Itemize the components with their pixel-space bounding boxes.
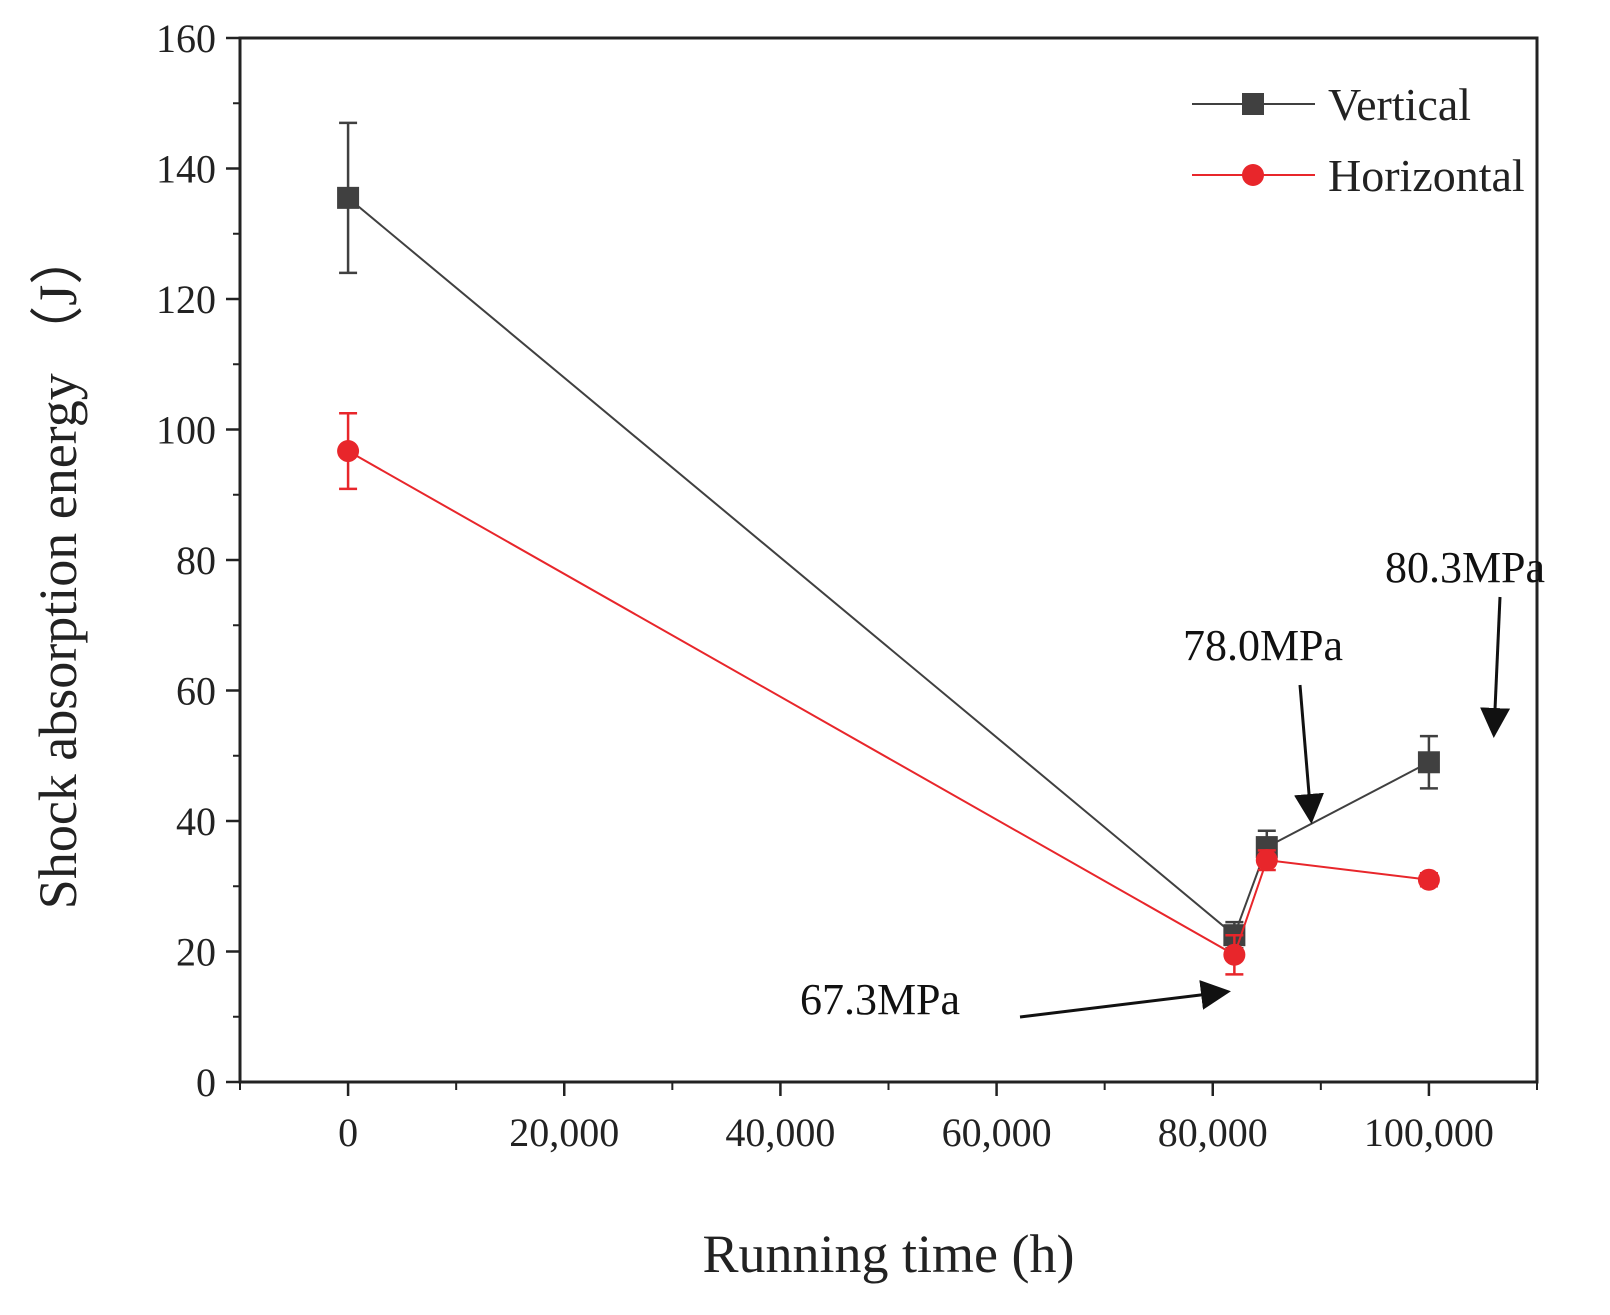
y-tick-label: 60 [176,669,216,714]
legend-marker-horizontal [1242,164,1264,186]
data-point-horizontal [1255,849,1278,872]
data-point-horizontal [1223,943,1246,966]
legend-label-horizontal: Horizontal [1328,150,1525,201]
data-point-horizontal [1417,868,1440,891]
data-point-vertical [337,186,360,209]
y-tick-label: 80 [176,538,216,583]
legend-label-vertical: Vertical [1328,79,1471,130]
y-tick-label: 140 [156,147,216,192]
y-tick-label: 20 [176,930,216,975]
annotation-label-80-3mpa: 80.3MPa [1385,543,1545,592]
legend-marker-vertical [1242,93,1264,115]
x-tick-label: 100,000 [1364,1110,1494,1155]
y-tick-label: 100 [156,408,216,453]
annotation-arrow [1019,980,1231,1019]
annotation-label-67-3mpa: 67.3MPa [800,975,960,1024]
legend: Vertical Horizontal [1192,79,1525,201]
annotation-arrow [1294,684,1324,824]
annotations [1019,596,1511,1019]
series-line-horizontal [347,450,1430,957]
y-tick-label: 120 [156,277,216,322]
data-point-horizontal [337,440,360,463]
data-point-vertical [1417,751,1440,774]
x-tick-label: 80,000 [1158,1110,1268,1155]
x-tick-label: 40,000 [725,1110,835,1155]
series-layer [337,121,1440,976]
series-line-vertical [347,197,1430,937]
y-axis-title: Shock absorption energy （J） [28,231,88,909]
y-axis: 0 20 40 60 80 100 120 140 160 [156,16,240,1105]
x-tick-label: 0 [338,1110,358,1155]
x-tick-label: 60,000 [942,1110,1052,1155]
y-tick-label: 0 [196,1060,216,1105]
x-axis: 0 20,000 40,000 60,000 80,000 100,000 [239,1082,1538,1155]
annotation-arrow [1480,596,1511,738]
y-tick-label: 40 [176,799,216,844]
x-axis-title: Running time (h) [703,1224,1075,1284]
annotation-label-78-0mpa: 78.0MPa [1183,621,1343,670]
y-tick-label: 160 [156,16,216,61]
x-tick-label: 20,000 [509,1110,619,1155]
